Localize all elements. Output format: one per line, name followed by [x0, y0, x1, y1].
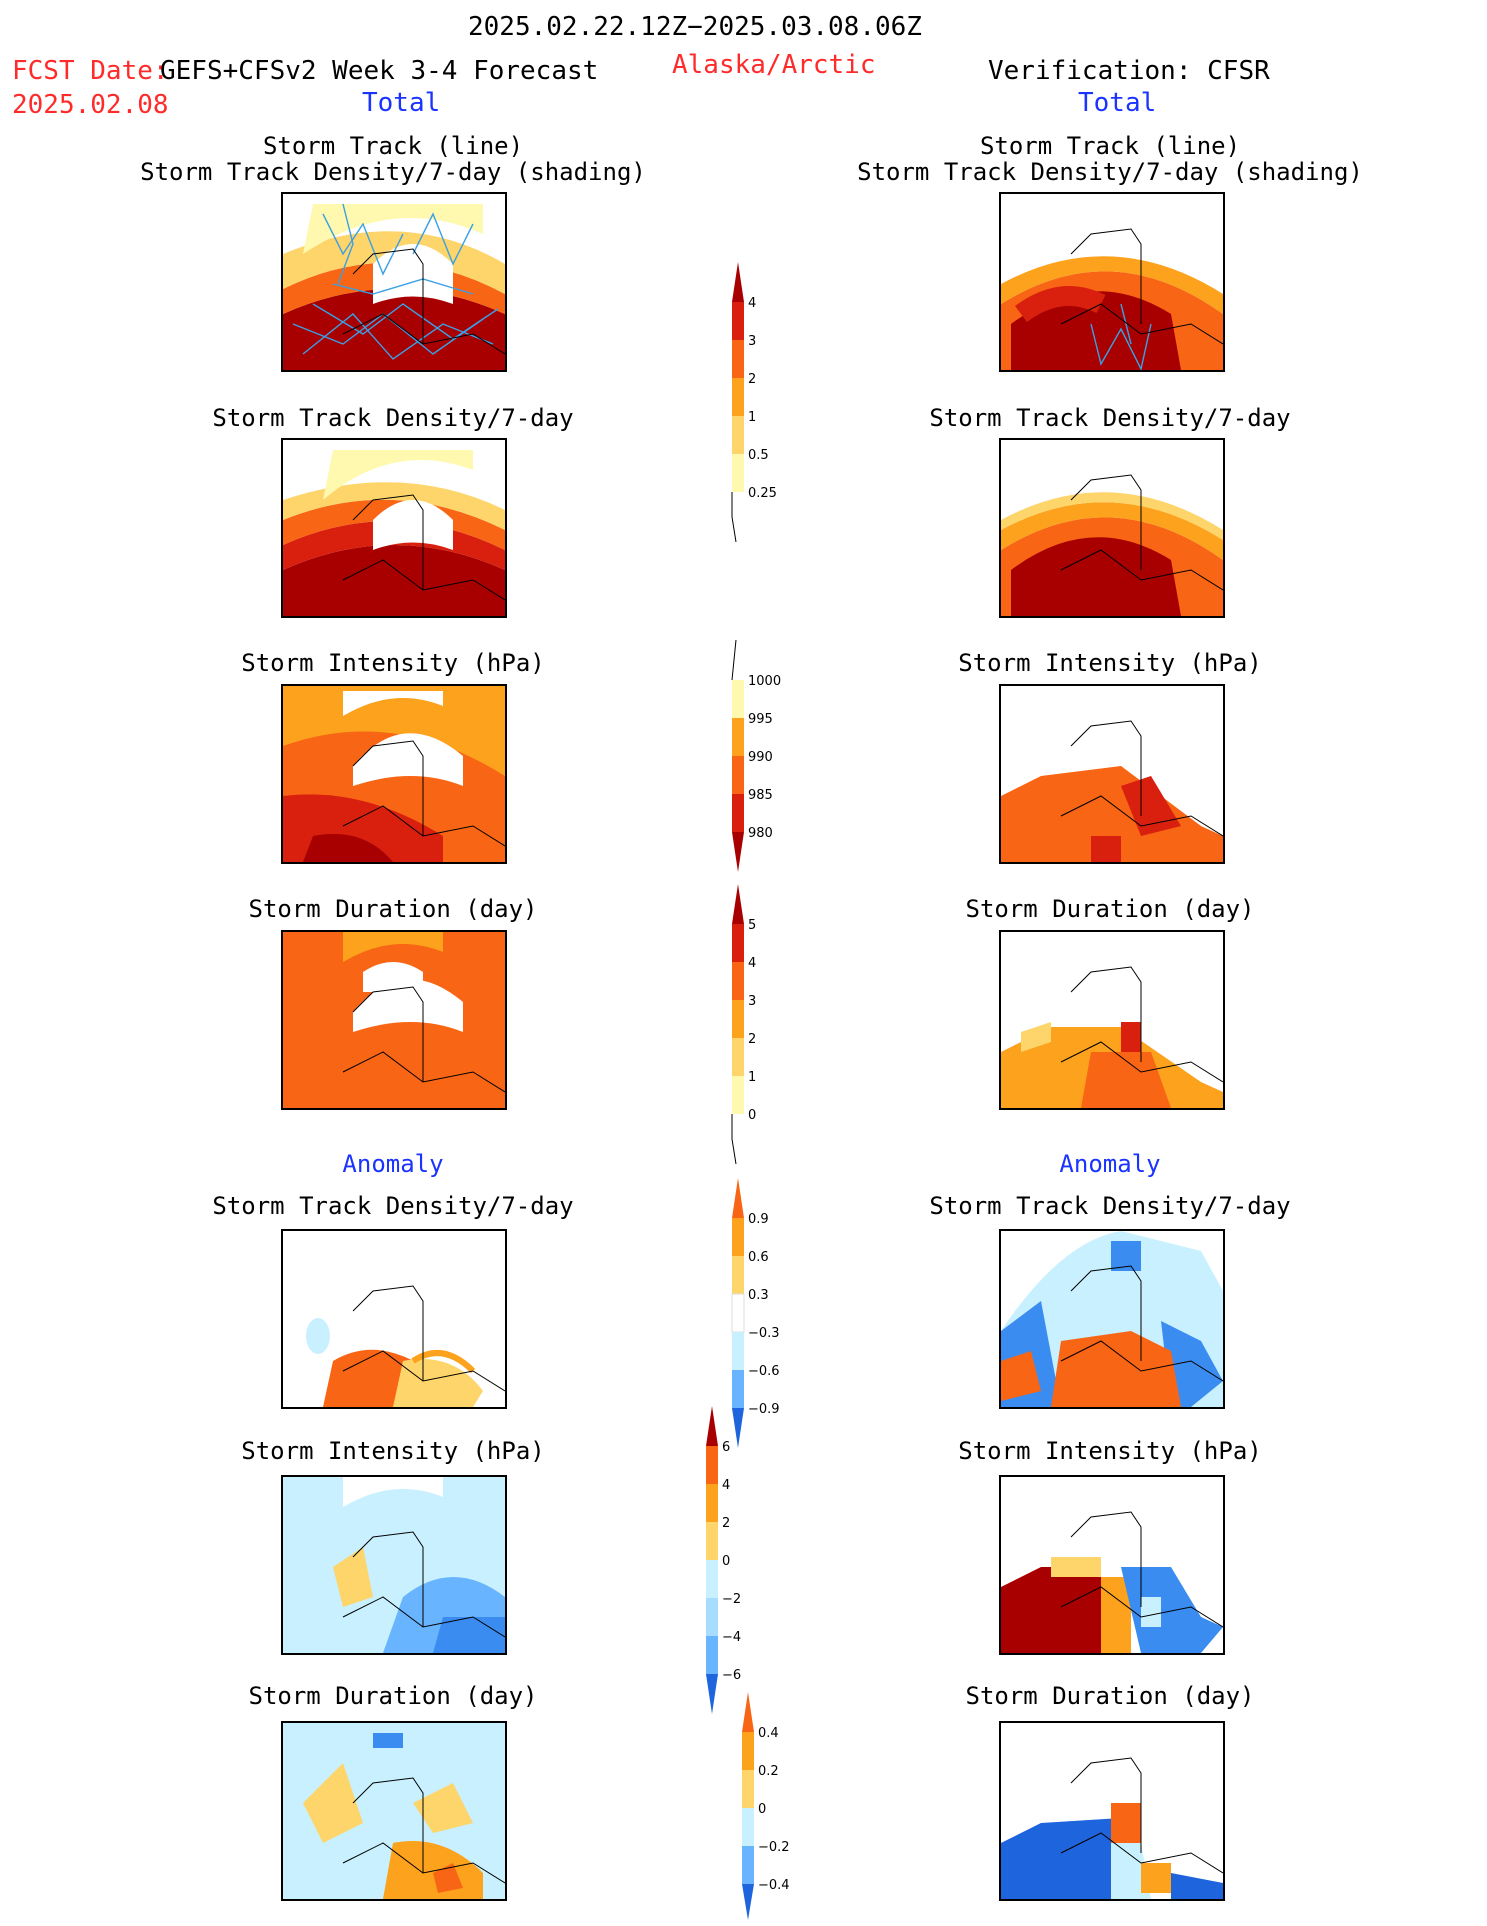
title-track-shading-right: Storm Track Density/7-day (shading): [857, 158, 1363, 186]
map-intensity-anomaly-forecast: [281, 1475, 507, 1655]
colorbar-density-anomaly-tick: 0.9: [748, 1212, 769, 1227]
title-track-line-left: Storm Track (line): [262, 132, 524, 160]
map-intensity-anomaly-observed: [999, 1475, 1225, 1655]
map-duration-anomaly-forecast: [281, 1721, 507, 1901]
colorbar-density-tick: 0.25: [748, 486, 777, 501]
map-track-forecast: [281, 192, 507, 372]
colorbar-duration-tick: 4: [748, 956, 757, 971]
colorbar-density-tick: 4: [748, 296, 757, 311]
anomaly-label-right: Anomaly: [1059, 1150, 1161, 1178]
colorbar-duration-tick: 2: [748, 1032, 757, 1047]
title-density-left: Storm Track Density/7-day: [212, 404, 574, 432]
colorbar-duration-tick: 1: [748, 1070, 757, 1085]
colorbar-density-anomaly-tick: 0.6: [748, 1250, 769, 1265]
title-density-anom-right: Storm Track Density/7-day: [929, 1192, 1291, 1220]
colorbar-density-tick: 2: [748, 372, 757, 387]
region-label: Alaska/Arctic: [672, 50, 876, 80]
title-intensity-anom-left: Storm Intensity (hPa): [241, 1437, 545, 1465]
colorbar-duration-tick: 5: [748, 918, 757, 933]
colorbar-density-anomaly-tick: 0.3: [748, 1288, 769, 1303]
forecast-model: GEFS+CFSv2 Week 3-4 Forecast: [160, 56, 599, 86]
colorbar-intensity-anomaly-tick: 6: [722, 1440, 731, 1455]
colorbar-duration-anomaly-tick: −0.4: [758, 1878, 790, 1893]
colorbar-intensity-tick: 980: [748, 826, 773, 841]
map-density-anomaly-forecast: [281, 1229, 507, 1409]
anomaly-label-left: Anomaly: [342, 1150, 444, 1178]
colorbar-intensity-anomaly-tick: 2: [722, 1516, 731, 1531]
title-density-anom-left: Storm Track Density/7-day: [212, 1192, 574, 1220]
colorbar-intensity-anomaly: 6 4 2 0 −2 −4 −6: [696, 1406, 766, 1730]
colorbar-duration-anomaly: 0.4 0.2 0 −0.2 −0.4: [732, 1692, 802, 1926]
colorbar-intensity-tick: 985: [748, 788, 773, 803]
title-intensity-right: Storm Intensity (hPa): [958, 649, 1262, 677]
title-duration-left: Storm Duration (day): [248, 895, 538, 923]
map-density-anomaly-observed: [999, 1229, 1225, 1409]
title-track-line-right: Storm Track (line): [979, 132, 1241, 160]
map-duration-observed: [999, 930, 1225, 1110]
colorbar-density: 4 3 2 1 0.5 0.25: [722, 262, 792, 546]
map-duration-forecast: [281, 930, 507, 1110]
map-track-observed: [999, 192, 1225, 372]
colorbar-duration-anomaly-tick: −0.2: [758, 1840, 790, 1855]
title-intensity-anom-right: Storm Intensity (hPa): [958, 1437, 1262, 1465]
colorbar-density-anomaly-tick: −0.9: [748, 1402, 780, 1417]
colorbar-duration-anomaly-tick: 0.4: [758, 1726, 779, 1741]
fcst-date-label: FCST Date:: [12, 56, 169, 86]
forecast-period: 2025.02.22.12Z−2025.03.08.06Z: [468, 12, 922, 42]
title-duration-right: Storm Duration (day): [965, 895, 1255, 923]
forecast-date: 2025.02.08: [12, 90, 169, 120]
colorbar-density-tick: 3: [748, 334, 757, 349]
verification-label: Verification: CFSR: [988, 56, 1270, 86]
colorbar-duration-anomaly-tick: 0: [758, 1802, 767, 1817]
colorbar-intensity-anomaly-tick: 4: [722, 1478, 731, 1493]
colorbar-intensity-anomaly-tick: 0: [722, 1554, 731, 1569]
colorbar-intensity-anomaly-tick: −2: [722, 1592, 742, 1607]
colorbar-duration-anomaly-tick: 0.2: [758, 1764, 779, 1779]
colorbar-intensity-tick: 995: [748, 712, 773, 727]
total-label-left: Total: [362, 88, 441, 118]
map-density-forecast: [281, 438, 507, 618]
title-track-shading-left: Storm Track Density/7-day (shading): [140, 158, 646, 186]
colorbar-intensity-anomaly-tick: −6: [722, 1668, 742, 1683]
map-duration-anomaly-observed: [999, 1721, 1225, 1901]
colorbar-intensity-tick: 1000: [748, 674, 782, 689]
total-label-right: Total: [1078, 88, 1157, 118]
title-duration-anom-right: Storm Duration (day): [965, 1682, 1255, 1710]
colorbar-density-anomaly-tick: −0.6: [748, 1364, 780, 1379]
title-intensity-left: Storm Intensity (hPa): [241, 649, 545, 677]
colorbar-intensity-tick: 990: [748, 750, 773, 765]
map-density-observed: [999, 438, 1225, 618]
colorbar-density-tick: 0.5: [748, 448, 769, 463]
colorbar-duration: 5 4 3 2 1 0: [722, 884, 792, 1168]
title-density-right: Storm Track Density/7-day: [929, 404, 1291, 432]
colorbar-density-tick: 1: [748, 410, 757, 425]
map-intensity-forecast: [281, 684, 507, 864]
colorbar-density-anomaly: 0.9 0.6 0.3 −0.3 −0.6 −0.9: [722, 1178, 792, 1462]
colorbar-duration-tick: 3: [748, 994, 757, 1009]
title-duration-anom-left: Storm Duration (day): [248, 1682, 538, 1710]
colorbar-duration-tick: 0: [748, 1108, 757, 1123]
colorbar-density-anomaly-tick: −0.3: [748, 1326, 780, 1341]
colorbar-intensity-anomaly-tick: −4: [722, 1630, 742, 1645]
colorbar-intensity: 1000 995 990 985 980: [722, 639, 792, 884]
map-intensity-observed: [999, 684, 1225, 864]
